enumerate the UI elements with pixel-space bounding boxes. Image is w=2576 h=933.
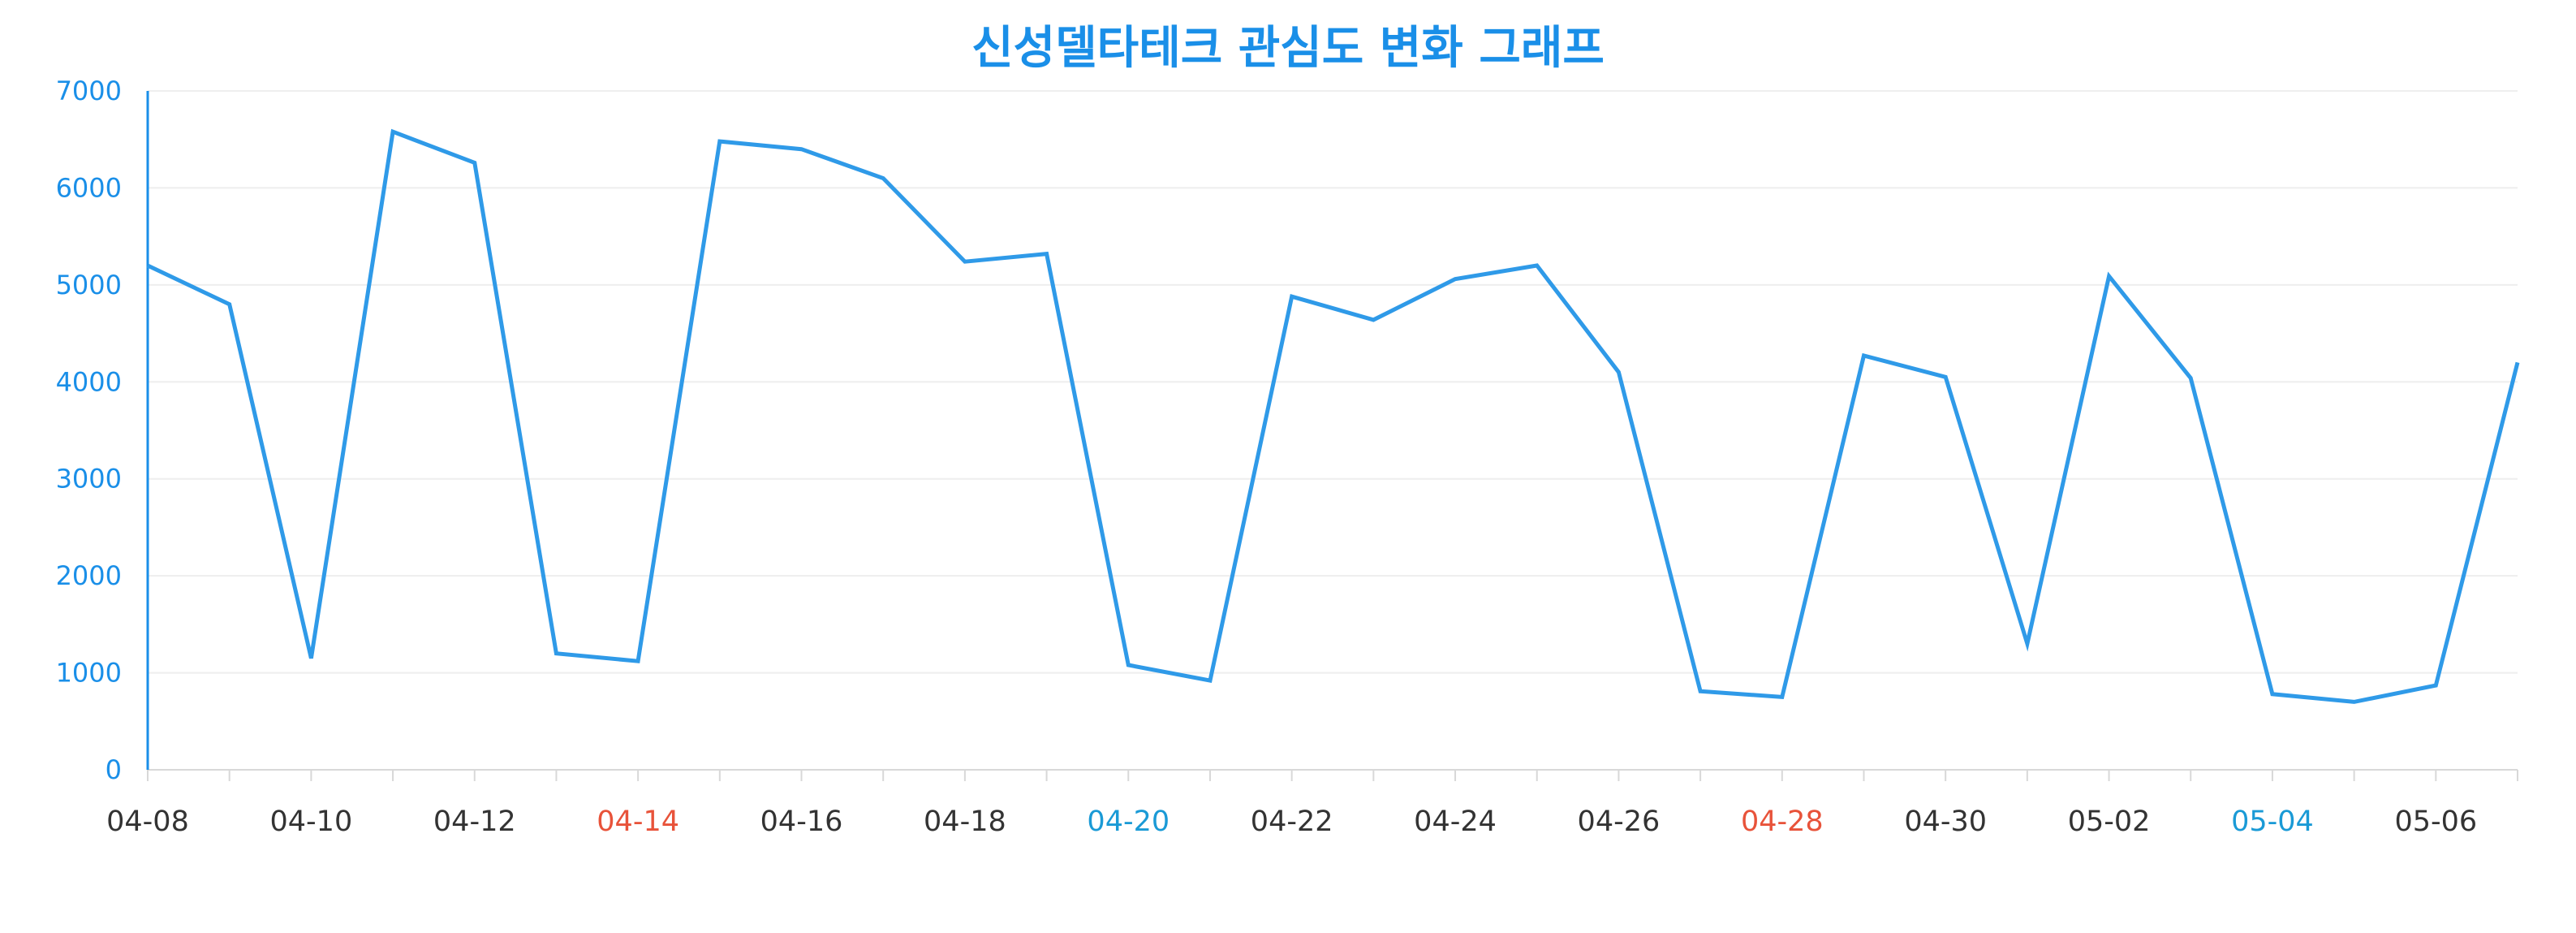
x-axis-tick-labels: 04-08 04-10 04-12 04-14 04-16 04-18 04-20 04-22… bbox=[106, 806, 2477, 838]
y-tick-label: 3000 bbox=[56, 464, 122, 495]
x-tick-label: 04-10 bbox=[270, 806, 353, 838]
x-tick-label: 05-04 bbox=[2231, 806, 2314, 838]
y-tick-label: 0 bbox=[106, 754, 122, 785]
y-tick-label: 4000 bbox=[56, 366, 122, 397]
x-tick-label: 05-06 bbox=[2394, 806, 2477, 838]
x-tick-label: 04-08 bbox=[106, 806, 189, 838]
x-tick-label: 04-28 bbox=[1741, 806, 1824, 838]
y-tick-label: 1000 bbox=[56, 658, 122, 689]
series-line bbox=[146, 128, 2520, 704]
axes bbox=[146, 91, 2518, 781]
x-tick-label: 04-20 bbox=[1087, 806, 1170, 838]
x-tick-label: 04-26 bbox=[1578, 806, 1661, 838]
y-tick-label: 6000 bbox=[56, 172, 122, 203]
y-tick-label: 7000 bbox=[56, 76, 122, 106]
x-tick-label: 04-24 bbox=[1414, 806, 1497, 838]
x-tick-label: 04-12 bbox=[433, 806, 516, 838]
y-tick-label: 5000 bbox=[56, 270, 122, 300]
series-layer bbox=[146, 128, 2520, 704]
x-tick-label: 04-18 bbox=[924, 806, 1006, 838]
x-tick-label: 04-14 bbox=[597, 806, 679, 838]
x-tick-label: 04-16 bbox=[760, 806, 843, 838]
y-tick-label: 2000 bbox=[56, 560, 122, 591]
x-tick-label: 04-22 bbox=[1251, 806, 1333, 838]
x-tick-label: 04-30 bbox=[1904, 806, 1987, 838]
x-tick-label: 05-02 bbox=[2068, 806, 2151, 838]
grid-lines bbox=[148, 90, 2518, 674]
chart-title: 신성델타테크 관심도 변화 그래프 bbox=[971, 22, 1605, 75]
y-axis-tick-labels: 0 1000 2000 3000 4000 5000 6000 7000 bbox=[56, 76, 122, 785]
